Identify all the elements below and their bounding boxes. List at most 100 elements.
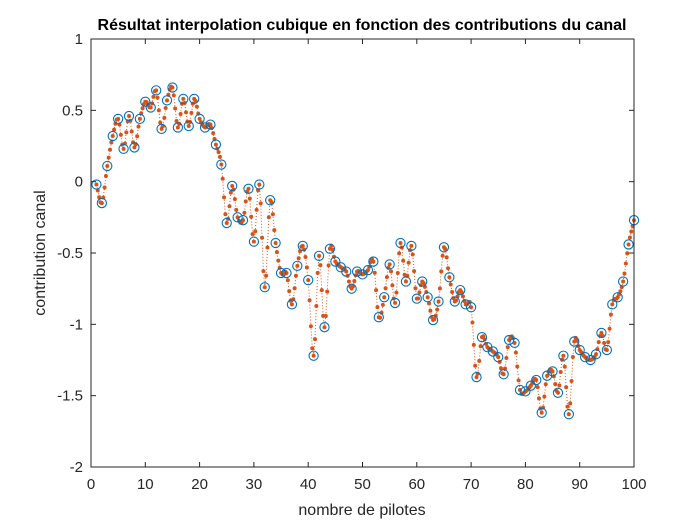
interp-point-245: [427, 301, 432, 306]
interp-point-338: [553, 382, 558, 387]
pilot-point-45: [330, 256, 341, 267]
interp-point-279: [473, 363, 478, 368]
interp-point-86: [211, 131, 216, 136]
interp-point-233: [410, 252, 415, 257]
interp-point-59: [174, 119, 179, 124]
interp-point-26: [129, 129, 134, 134]
interp-point-30: [135, 134, 140, 139]
pilot-point-70: [465, 302, 477, 313]
interp-point-98: [227, 204, 232, 209]
interp-point-342: [558, 369, 563, 374]
interp-point-20: [121, 146, 126, 151]
pilot-point-18: [183, 120, 194, 132]
interp-point-164: [317, 253, 322, 258]
interp-point-341: [557, 383, 562, 388]
pilot-point-54: [379, 292, 390, 303]
pilot-point-27: [232, 212, 243, 223]
pilot-point-12: [151, 85, 162, 96]
plot-area: [91, 39, 634, 467]
pilot-point-71: [471, 371, 482, 383]
interp-point-149: [296, 256, 301, 261]
interp-point-283: [478, 344, 483, 349]
pilot-point-21: [199, 122, 211, 133]
interp-point-221: [394, 290, 399, 295]
pilot-point-91: [579, 351, 591, 363]
interp-point-121: [258, 201, 263, 206]
interp-point-96: [224, 221, 229, 226]
interp-point-206: [374, 288, 379, 293]
interp-point-122: [260, 235, 265, 240]
pilot-point-42: [313, 250, 325, 261]
interp-point-330: [542, 394, 547, 399]
interp-point-346: [564, 385, 569, 390]
interp-point-216: [387, 262, 392, 267]
interp-point-372: [599, 330, 604, 335]
interp-point-166: [319, 288, 324, 293]
interp-point-4: [99, 201, 104, 206]
pilot-point-51: [362, 264, 374, 276]
interp-point-344: [561, 353, 566, 358]
interp-point-144: [289, 302, 294, 307]
interp-point-213: [383, 286, 388, 291]
x-tick-label-7: 70: [463, 476, 480, 493]
interp-point-259: [446, 266, 451, 271]
interp-point-112: [246, 186, 251, 191]
interp-point-46: [156, 108, 161, 113]
pilot-point-96: [607, 299, 618, 310]
interp-point-211: [380, 302, 385, 307]
interp-point-246: [428, 308, 433, 313]
interp-point-66: [184, 110, 189, 115]
interp-point-278: [471, 342, 476, 347]
interp-point-226: [401, 258, 406, 263]
pilot-point-47: [341, 266, 352, 277]
pilot-point-32: [259, 282, 270, 293]
interp-point-238: [417, 290, 422, 295]
interp-point-325: [535, 385, 540, 390]
pilot-point-57: [395, 237, 406, 249]
interp-point-302: [504, 356, 509, 361]
x-axis-label: nombre de pilotes: [298, 502, 425, 519]
pilot-point-55: [384, 259, 395, 270]
interp-point-282: [477, 358, 482, 363]
pilot-point-20: [194, 113, 205, 125]
pilot-point-38: [292, 260, 303, 271]
pilot-point-69: [460, 299, 471, 310]
interp-point-261: [448, 282, 453, 287]
interp-point-120: [257, 182, 262, 187]
interp-point-265: [454, 298, 459, 303]
pilot-point-25: [221, 217, 232, 229]
interp-point-258: [444, 255, 449, 260]
interp-point-218: [390, 283, 395, 288]
x-tick-label-3: 30: [246, 476, 263, 493]
interp-point-168: [322, 325, 327, 330]
x-tick-label-5: 50: [354, 476, 371, 493]
pilot-point-53: [373, 312, 384, 323]
y-tick-label-5: -1.5: [57, 388, 83, 405]
y-tick-label-6: -2: [70, 459, 83, 476]
interp-point-141: [285, 278, 290, 283]
interp-point-354: [574, 338, 579, 343]
interp-point-154: [303, 255, 308, 260]
pilot-point-59: [406, 240, 417, 252]
interp-point-73: [193, 98, 198, 103]
interp-point-392: [626, 242, 631, 247]
interp-point-378: [607, 326, 612, 331]
interp-point-64: [181, 96, 186, 101]
interp-point-9: [106, 155, 111, 160]
interp-point-147: [293, 273, 298, 278]
pilot-point-62: [422, 292, 433, 303]
interp-point-131: [272, 228, 277, 233]
pilot-point-56: [389, 297, 401, 309]
interp-point-117: [253, 229, 258, 234]
interp-point-368: [593, 352, 598, 357]
pilot-point-74: [487, 346, 498, 357]
x-tick-label-6: 60: [408, 476, 425, 493]
interp-point-190: [352, 279, 357, 283]
pilot-point-14: [161, 95, 173, 106]
interp-point-254: [439, 269, 444, 274]
interp-point-328: [539, 410, 544, 415]
interp-point-389: [622, 271, 627, 276]
pilot-point-3: [102, 160, 113, 172]
interp-point-126: [265, 245, 270, 250]
pilot-point-64: [433, 296, 444, 307]
